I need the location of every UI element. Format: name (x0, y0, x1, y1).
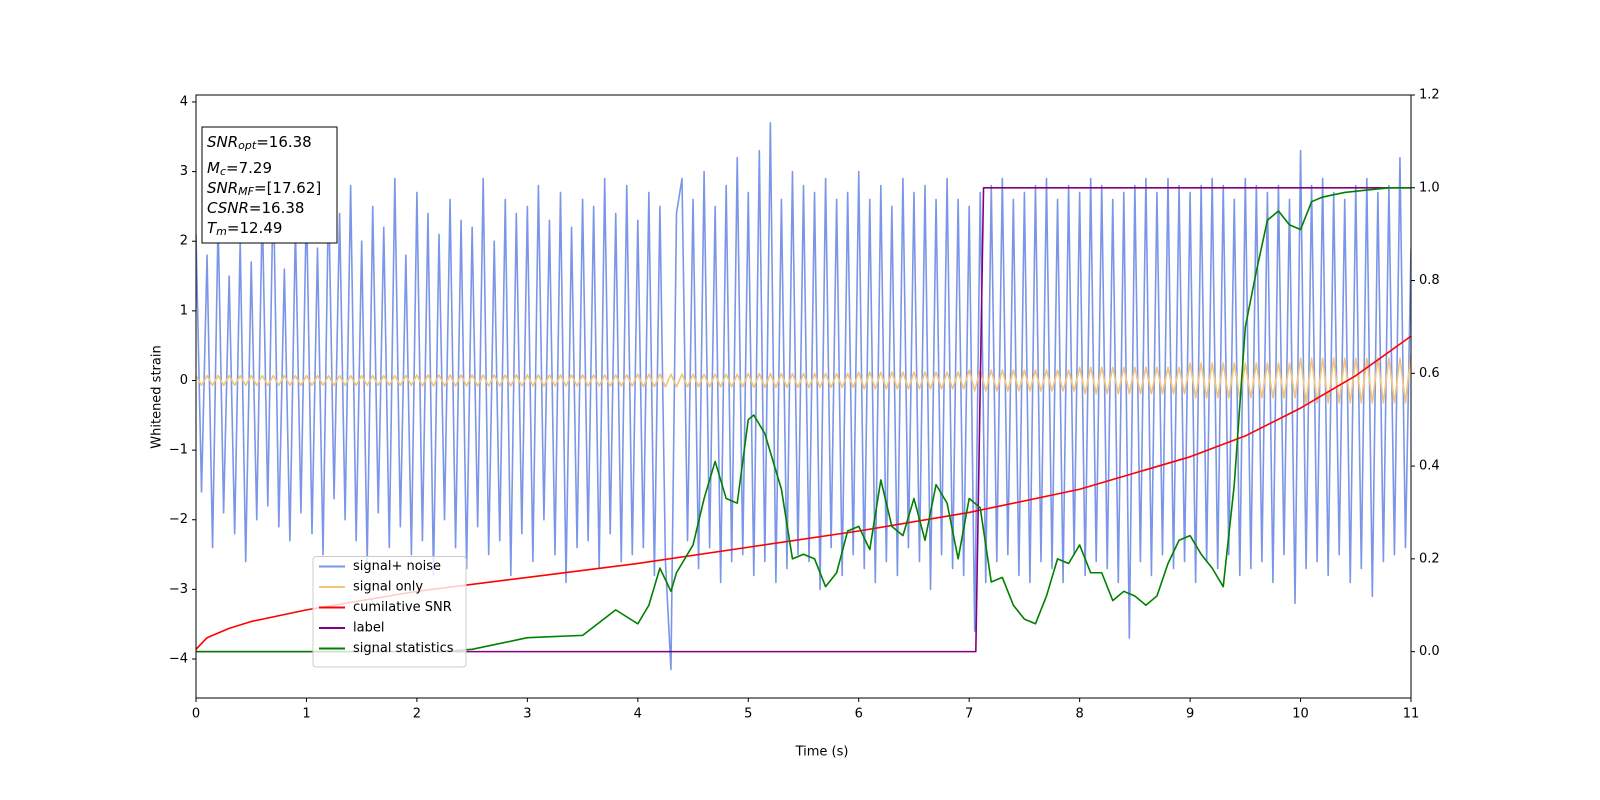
y2-tick-label: 0.0 (1419, 644, 1440, 659)
legend: signal+ noise signal only cumilative SNR la… (312, 556, 467, 668)
x-tick-label: 3 (523, 707, 531, 722)
annotation-value: =7.29 (226, 159, 272, 177)
x-tick-label: 5 (744, 707, 752, 722)
annotation-value: =16.38 (249, 199, 305, 217)
y-axis-label: Whitened strain (150, 345, 165, 448)
y2-tick-label: 1.2 (1419, 88, 1440, 103)
annotation-line: CSNR=16.38 (207, 199, 304, 217)
annotation-subscript: c (220, 165, 226, 178)
annotation-symbol: SNR (207, 133, 238, 151)
series-line (196, 335, 1411, 650)
annotation-subscript: opt (238, 139, 257, 152)
series-line (196, 186, 1411, 653)
annotation-line: Tm=12.49 (207, 219, 282, 239)
y-tick-label: 1 (180, 303, 188, 318)
annotation-symbol: CSNR (207, 199, 249, 217)
x-tick-label: 9 (1186, 707, 1194, 722)
plot-frame (195, 94, 1412, 699)
y2-tick-label: 0.2 (1419, 551, 1440, 566)
y-tick-label: 2 (180, 234, 188, 249)
legend-frame (312, 556, 467, 668)
y2-tick-label: 0.8 (1419, 273, 1440, 288)
annotation-line: Mc=7.29 (207, 159, 272, 179)
x-tick-label: 2 (413, 707, 421, 722)
annotation-frame (201, 126, 338, 244)
legend-label: signal statistics (353, 641, 454, 656)
legend-label: signal only (353, 580, 423, 595)
y-tick-label: −3 (169, 582, 188, 597)
y-tick-label: −1 (169, 443, 188, 458)
x-axis-label: Time (s) (795, 745, 849, 760)
legend-label: cumilative SNR (353, 600, 452, 615)
y-tick-label: 4 (180, 94, 188, 109)
annotation-symbol: T (207, 219, 218, 237)
x-tick-label: 1 (302, 707, 310, 722)
x-tick-label: 0 (192, 707, 200, 722)
y2-tick-label: 0.6 (1419, 366, 1440, 381)
y-tick-label: −4 (169, 652, 188, 667)
series-line (196, 353, 1411, 404)
y-tick-label: 3 (180, 164, 188, 179)
y2-tick-label: 0.4 (1419, 459, 1440, 474)
annotation-line: SNRopt=16.38 (207, 133, 312, 153)
annotation-value: =12.49 (227, 219, 283, 237)
annotation-line: SNRMF=[17.62] (207, 179, 321, 199)
annotation-box: SNRopt=16.38Mc=7.29SNRMF=[17.62]CSNR=16.… (201, 126, 338, 244)
y-tick-label: −2 (169, 512, 188, 527)
series-line (196, 186, 1411, 653)
legend-label: label (353, 621, 384, 636)
legend-label: signal+ noise (353, 559, 441, 574)
annotation-symbol: SNR (207, 179, 238, 197)
series-line (196, 122, 1411, 671)
annotation-symbol: M (207, 159, 220, 177)
x-tick-label: 11 (1403, 707, 1420, 722)
x-tick-label: 10 (1292, 707, 1309, 722)
y-tick-label: 0 (180, 373, 188, 388)
x-tick-label: 4 (634, 707, 642, 722)
annotation-value: =16.38 (256, 133, 312, 151)
x-tick-label: 7 (965, 707, 973, 722)
annotation-subscript: MF (238, 185, 254, 198)
y2-tick-label: 1.0 (1419, 180, 1440, 195)
annotation-value: =[17.62] (254, 179, 321, 197)
x-tick-label: 6 (855, 707, 863, 722)
x-tick-label: 8 (1075, 707, 1083, 722)
annotation-subscript: m (216, 225, 227, 238)
